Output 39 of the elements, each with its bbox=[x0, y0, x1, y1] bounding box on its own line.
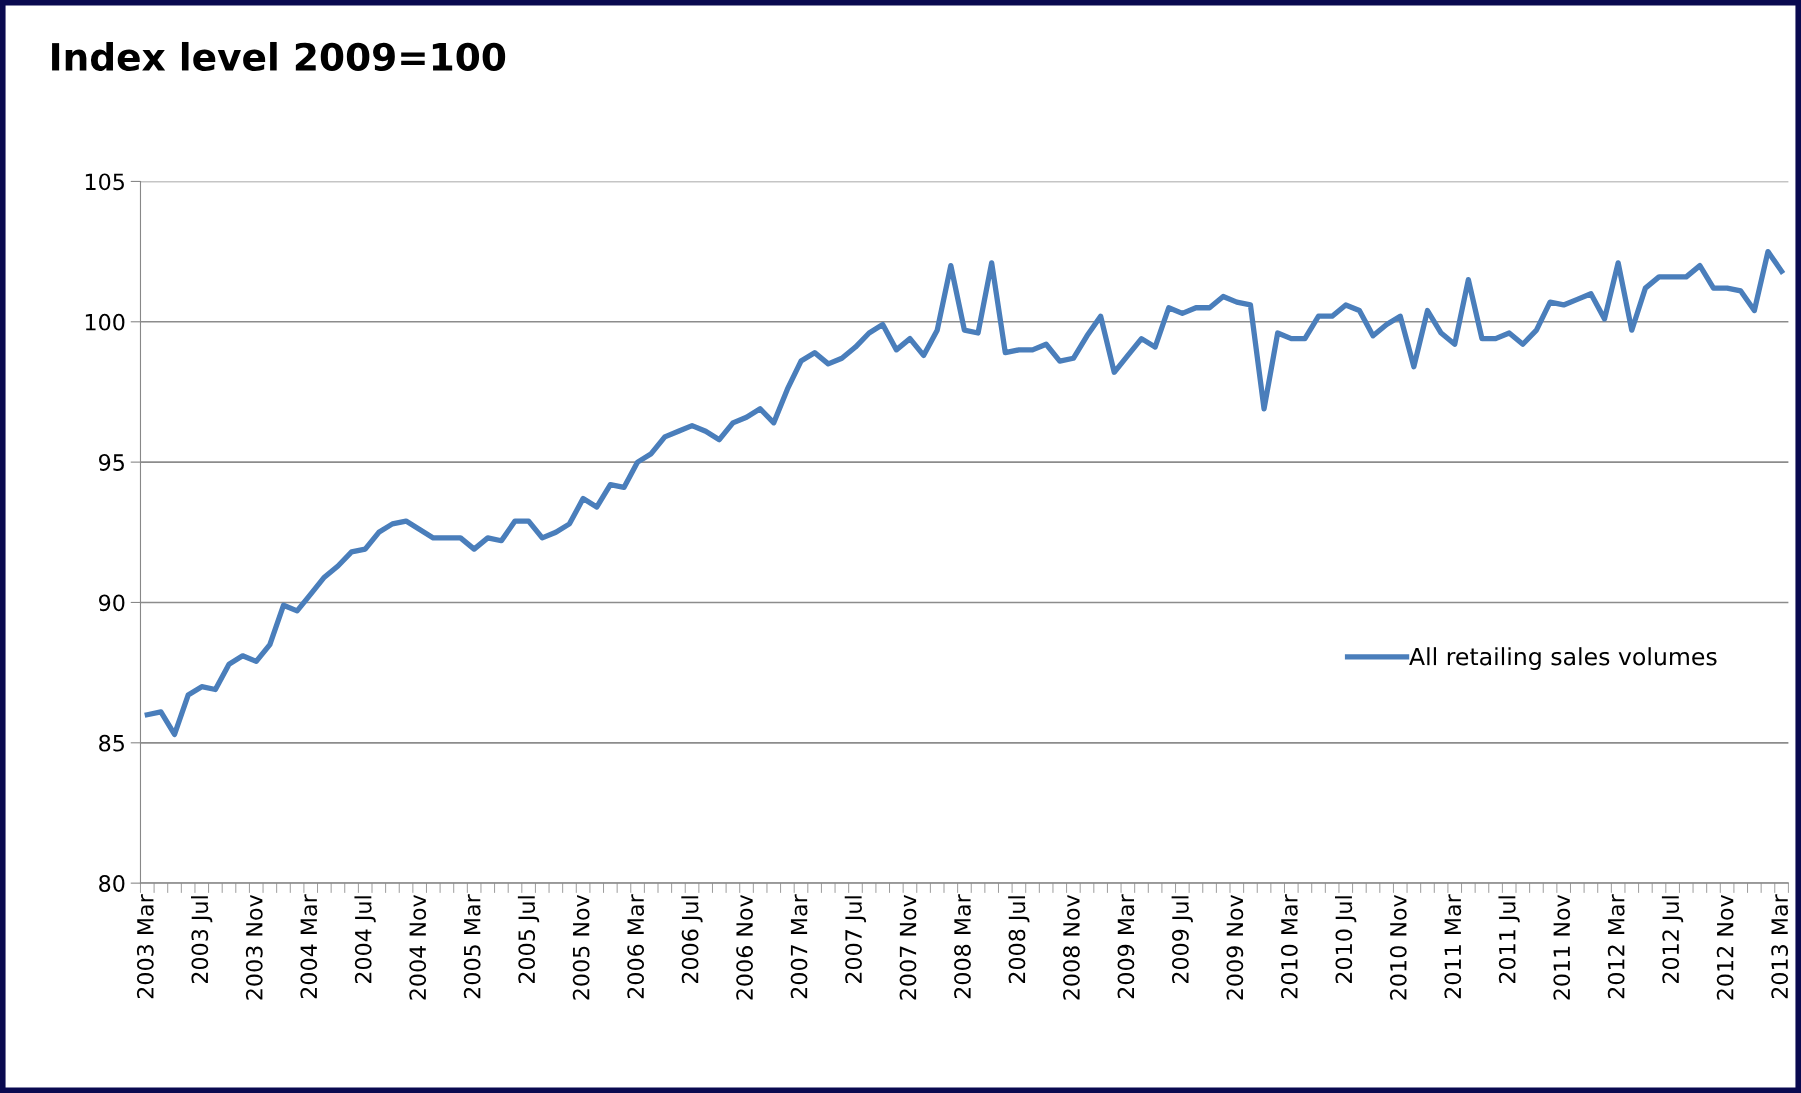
x-tick-label: 2005 Mar bbox=[463, 894, 481, 999]
y-tick-label: 85 bbox=[99, 734, 124, 752]
x-tick-label: 2003 Nov bbox=[245, 894, 263, 1000]
x-tick-label: 2007 Nov bbox=[899, 894, 917, 1000]
x-tick-label: 2007 Jul bbox=[844, 896, 867, 984]
x-tick-label: 2004 Nov bbox=[409, 894, 427, 1000]
y-tick-label: 80 bbox=[99, 875, 125, 892]
x-tick-label: 2009 Jul bbox=[1171, 896, 1193, 984]
x-tick-label: 2003 Jul bbox=[191, 896, 213, 984]
y-tick-label: 95 bbox=[99, 454, 124, 471]
x-tick-label: 2009 Nov bbox=[1226, 894, 1244, 1000]
x-tick-label: 2008 Mar bbox=[954, 894, 971, 999]
x-tick-label: 2006 Nov bbox=[736, 894, 753, 1000]
x-tick-label: 2010 Mar bbox=[1280, 894, 1298, 999]
x-tick-label: 2006 Jul bbox=[681, 896, 703, 984]
x-tick-label: 2012 Mar bbox=[1607, 894, 1625, 999]
x-tick-label: 2008 Nov bbox=[1063, 894, 1080, 1000]
x-tick-label: 2003 Mar bbox=[136, 894, 154, 999]
y-tick-label: 100 bbox=[85, 313, 125, 331]
x-tick-label: 2005 Jul bbox=[517, 896, 540, 984]
x-tick-label: 2013 Mar bbox=[1771, 894, 1789, 999]
x-tick-label: 2011 Jul bbox=[1498, 896, 1520, 984]
x-tick-label: 2004 Jul bbox=[354, 896, 376, 984]
x-tick-label: 2006 Mar bbox=[627, 894, 645, 999]
x-tick-label: 2008 Jul bbox=[1008, 896, 1030, 984]
y-tick-label: 90 bbox=[99, 594, 125, 612]
x-tick-label: 2009 Mar bbox=[1117, 894, 1135, 999]
x-tick-label: 2011 Nov bbox=[1553, 894, 1571, 1000]
x-tick-label: 2004 Mar bbox=[300, 894, 318, 999]
x-tick-label: 2011 Mar bbox=[1444, 894, 1462, 999]
x-tick-label: 2007 Mar bbox=[790, 894, 808, 999]
y-tick-label: 105 bbox=[85, 173, 124, 191]
legend-label: All retailing sales volumes bbox=[1409, 647, 1717, 671]
chart-title: Index level 2009=100 bbox=[52, 41, 506, 71]
x-tick-label: 2010 Nov bbox=[1389, 894, 1407, 1000]
x-tick-label: 2010 Jul bbox=[1335, 896, 1357, 984]
x-tick-label: 2005 Nov bbox=[572, 894, 590, 1000]
x-tick-label: 2012 Jul bbox=[1661, 896, 1684, 984]
x-tick-label: 2012 Nov bbox=[1716, 894, 1734, 1000]
